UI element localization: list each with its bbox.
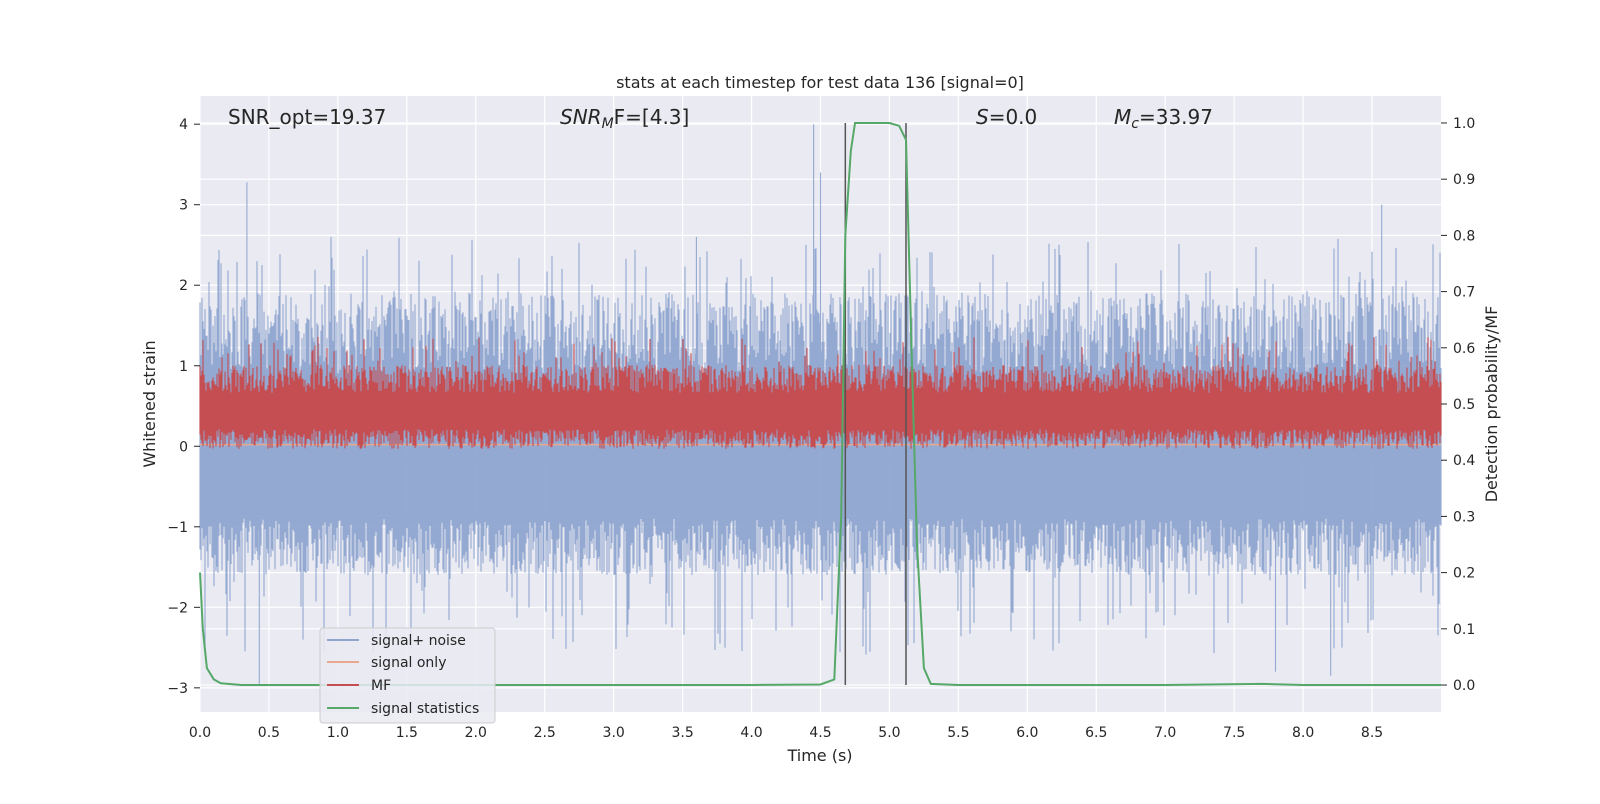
x-tick-label: 5.5 xyxy=(947,725,969,741)
snr-opt-annotation: SNR_opt=19.37 xyxy=(228,105,386,129)
x-tick-label: 8.5 xyxy=(1361,725,1383,741)
snr-mf-base: SNR xyxy=(560,105,602,129)
legend-label-signal-only: signal only xyxy=(371,655,446,671)
x-tick-label: 3.5 xyxy=(671,725,693,741)
y-axis-label: Whitened strain xyxy=(140,340,159,467)
y2-tick-label: 0.3 xyxy=(1453,509,1475,525)
legend-box xyxy=(319,627,496,724)
legend-label-signal-statistics: signal statistics xyxy=(371,701,479,717)
x-axis-label: Time (s) xyxy=(786,746,852,765)
x-tick-label: 4.5 xyxy=(809,725,831,741)
y2-tick-label: 0.4 xyxy=(1453,453,1475,469)
x-tick-label: 2.5 xyxy=(534,725,556,741)
y-tick-label: −1 xyxy=(167,520,188,536)
x-tick-label: 8.0 xyxy=(1292,725,1314,741)
y2-tick-label: 0.7 xyxy=(1453,285,1475,301)
y-axis-left: −3 −2 −1 0 1 2 3 4 xyxy=(167,117,200,697)
s-var: S xyxy=(976,105,989,129)
y-tick-label: −2 xyxy=(167,600,188,616)
x-tick-label: 6.5 xyxy=(1085,725,1107,741)
mc-annotation: Mc=33.97 xyxy=(1114,105,1213,132)
y2-tick-label: 0.5 xyxy=(1453,397,1475,413)
y-tick-label: 1 xyxy=(179,359,188,375)
mc-rest: =33.97 xyxy=(1139,105,1213,129)
x-tick-label: 0.5 xyxy=(258,725,280,741)
mc-var: M xyxy=(1114,105,1131,129)
mc-sub: c xyxy=(1131,116,1139,132)
legend-label-signal-noise: signal+ noise xyxy=(371,633,466,649)
s-rest: =0.0 xyxy=(989,105,1038,129)
x-tick-label: 5.0 xyxy=(878,725,900,741)
y2-tick-label: 0.9 xyxy=(1453,172,1475,188)
y2-tick-label: 1.0 xyxy=(1453,116,1475,132)
x-axis: 0.0 0.5 1.0 1.5 2.0 2.5 3.0 3.5 4.0 4.5 5.0 5.5 6.0 6… xyxy=(189,725,1383,741)
x-tick-label: 3.0 xyxy=(603,725,625,741)
x-tick-label: 1.0 xyxy=(327,725,349,741)
y2-tick-label: 0.8 xyxy=(1453,228,1475,244)
snr-mf-rest: F=[4.3] xyxy=(614,105,690,129)
y-tick-label: 4 xyxy=(179,117,188,133)
x-tick-label: 4.0 xyxy=(740,725,762,741)
y-tick-label: 0 xyxy=(179,439,188,455)
y-tick-label: 2 xyxy=(179,278,188,294)
y2-tick-label: 0.0 xyxy=(1453,678,1475,694)
x-tick-label: 6.0 xyxy=(1016,725,1038,741)
x-tick-label: 1.5 xyxy=(396,725,418,741)
y2-tick-label: 0.2 xyxy=(1453,566,1475,582)
x-tick-label: 2.0 xyxy=(465,725,487,741)
x-tick-label: 7.0 xyxy=(1154,725,1176,741)
y-tick-label: 3 xyxy=(179,198,188,214)
x-tick-label: 0.0 xyxy=(189,725,211,741)
legend-label-mf: MF xyxy=(371,678,391,694)
y2-tick-label: 0.1 xyxy=(1453,622,1475,638)
series-signal-statistics xyxy=(199,122,1441,686)
snr-mf-sub: M xyxy=(602,116,614,132)
s-annotation: S=0.0 xyxy=(976,105,1037,129)
y-tick-label: −3 xyxy=(167,681,188,697)
chart-title: stats at each timestep for test data 136… xyxy=(616,73,1024,92)
snr-mf-annotation: SNRMF=[4.3] xyxy=(560,105,689,132)
y-axis-right: 0.0 0.1 0.2 0.3 0.4 0.5 0.6 0.7 0.8 0.9 1.0 xyxy=(1441,116,1475,694)
traces xyxy=(199,122,1442,686)
y2-axis-label: Detection probability/MF xyxy=(1482,306,1501,503)
series-mf xyxy=(199,336,1442,449)
legend: signal+ noise signal only MF signal stat… xyxy=(319,627,496,724)
x-tick-label: 7.5 xyxy=(1223,725,1245,741)
y2-tick-label: 0.6 xyxy=(1453,341,1475,357)
